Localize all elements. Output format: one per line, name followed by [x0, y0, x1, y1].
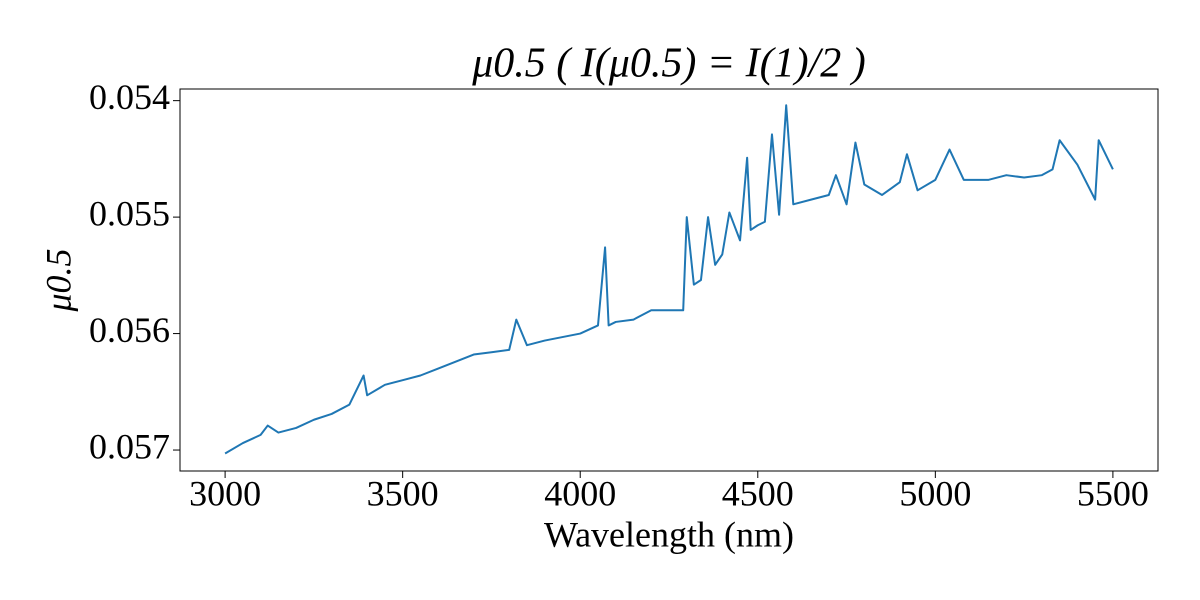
y-axis-label: μ0.5 — [38, 248, 78, 312]
x-tick-label: 5500 — [1077, 473, 1149, 513]
x-tick-label: 3500 — [367, 473, 439, 513]
data-line — [224, 104, 1114, 455]
chart-title: μ0.5 ( I(μ0.5) = I(1)/2 ) — [471, 41, 866, 87]
x-tick-label: 3000 — [189, 473, 261, 513]
x-tick-label: 4500 — [722, 473, 794, 513]
y-tick-label: 0.055 — [89, 193, 170, 233]
x-axis-label: Wavelength (nm) — [544, 514, 794, 554]
x-tick-label: 4000 — [544, 473, 616, 513]
plot-frame — [179, 88, 1159, 472]
y-tick-label: 0.056 — [89, 310, 170, 350]
y-tick-label: 0.054 — [89, 77, 170, 117]
y-tick-label: 0.057 — [89, 426, 170, 466]
x-tick-label: 5000 — [899, 473, 971, 513]
